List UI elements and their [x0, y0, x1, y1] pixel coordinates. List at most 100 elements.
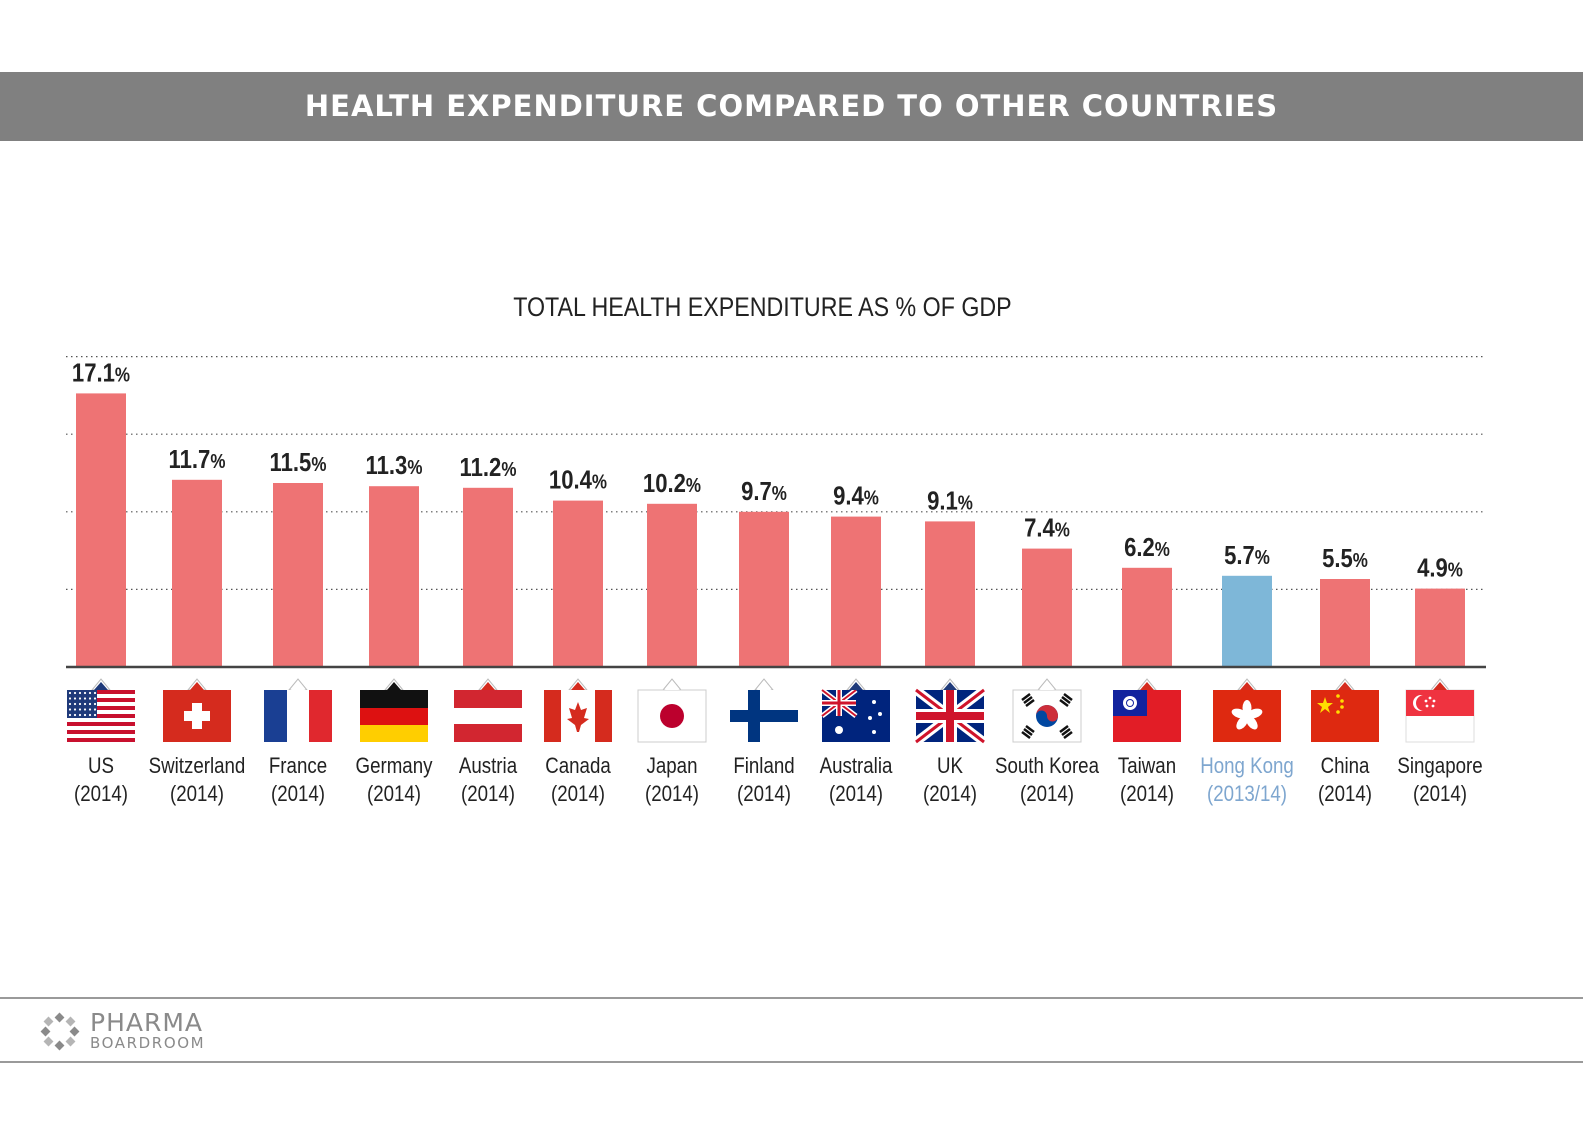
canada-flag-icon [543, 676, 613, 744]
logo-name: PHARMA [90, 1008, 204, 1037]
category-year: (2014) [460, 781, 516, 806]
category-label: US (2014) [46, 752, 157, 808]
category-year: (2014) [644, 781, 700, 806]
category-name: US [88, 753, 114, 778]
bar-uk [925, 521, 975, 667]
data-label: 11.5% [270, 448, 327, 477]
category-year: (2014) [922, 781, 978, 806]
japan-flag-icon [637, 676, 707, 744]
bar-hong-kong [1222, 575, 1272, 667]
uk-flag-icon [913, 676, 987, 746]
category-year: (2014) [366, 781, 422, 806]
data-label: 10.2% [643, 469, 701, 498]
category-year: (2014) [1412, 781, 1468, 806]
category-year: (2014) [550, 781, 606, 806]
category-label: Finland (2014) [709, 752, 820, 808]
category-label: Switzerland (2014) [142, 752, 253, 808]
footer-divider-top [0, 997, 1583, 999]
china-flag-icon [1310, 676, 1380, 744]
category-name: Taiwan [1117, 753, 1177, 778]
bar-south-korea [1022, 548, 1072, 667]
data-label: 9.4% [833, 482, 879, 511]
category-year: (2013/14) [1206, 781, 1288, 806]
switzerland-flag-icon [162, 676, 232, 744]
hong-kong-flag-icon [1212, 676, 1282, 744]
data-label: 17.1% [72, 359, 130, 388]
category-name: Hong Kong [1200, 753, 1294, 778]
data-label: 5.7% [1224, 541, 1270, 570]
bar-australia [831, 516, 881, 667]
france-flag-icon [263, 676, 333, 744]
category-label: South Korea (2014) [992, 752, 1103, 808]
logo-subtitle: BOARDROOM [90, 1034, 206, 1052]
category-year: (2014) [169, 781, 225, 806]
category-name: Australia [819, 753, 893, 778]
category-year: (2014) [270, 781, 326, 806]
south-korea-flag-icon [1012, 676, 1082, 744]
austria-flag-icon [453, 676, 523, 744]
bar-us [76, 393, 126, 667]
category-name: Finland [733, 753, 795, 778]
singapore-flag-icon [1405, 676, 1475, 744]
category-name: Canada [545, 753, 611, 778]
bar-singapore [1415, 588, 1465, 667]
data-label: 11.2% [460, 453, 517, 482]
bar-china [1320, 579, 1370, 667]
pharma-boardroom-logo: PHARMA BOARDROOM [40, 1008, 260, 1054]
header-band [0, 72, 1583, 141]
category-label: Germany (2014) [339, 752, 450, 808]
chart-title: TOTAL HEALTH EXPENDITURE AS % OF GDP [513, 292, 1012, 322]
germany-flag-icon [359, 676, 429, 744]
category-label: Singapore (2014) [1385, 752, 1496, 808]
us-flag-icon [66, 676, 136, 744]
category-label: UK (2014) [895, 752, 1006, 808]
data-label: 9.1% [927, 487, 973, 516]
data-label: 9.7% [741, 477, 787, 506]
category-name: Japan [646, 753, 698, 778]
category-year: (2014) [1019, 781, 1075, 806]
finland-flag-icon [729, 676, 799, 744]
category-label: Hong Kong (2013/14) [1192, 752, 1303, 808]
pharma-boardroom-logo-icon [40, 1012, 80, 1051]
category-label: France (2014) [243, 752, 354, 808]
data-label: 4.9% [1417, 554, 1463, 583]
category-label: China (2014) [1290, 752, 1401, 808]
australia-flag-icon [820, 676, 891, 744]
bar-austria [463, 487, 513, 667]
category-year: (2014) [828, 781, 884, 806]
data-label: 7.4% [1024, 514, 1070, 543]
category-name: Austria [458, 753, 518, 778]
category-year: (2014) [73, 781, 129, 806]
data-label: 6.2% [1124, 533, 1170, 562]
category-label: Canada (2014) [523, 752, 634, 808]
bar-france [273, 483, 323, 667]
category-name: Switzerland [148, 753, 246, 778]
category-label: Austria (2014) [433, 752, 544, 808]
taiwan-flag-icon [1112, 676, 1182, 744]
category-name: South Korea [995, 753, 1099, 778]
category-name: UK [937, 753, 963, 778]
data-label: 10.4% [549, 466, 607, 495]
data-label: 11.3% [366, 452, 423, 481]
footer-divider-bottom [0, 1061, 1583, 1063]
page-title: HEALTH EXPENDITURE COMPARED TO OTHER COU… [304, 89, 1279, 123]
bar-germany [369, 486, 419, 667]
category-year: (2014) [1317, 781, 1373, 806]
data-label: 5.5% [1322, 544, 1368, 573]
category-label: Australia (2014) [801, 752, 912, 808]
category-year: (2014) [1119, 781, 1175, 806]
category-name: China [1320, 753, 1370, 778]
category-label: Japan (2014) [617, 752, 728, 808]
bar-chart: 17.1% 11.7% 11.5% 11.3% 11.2% 10.4% 10.2% 9.7% 9… [66, 356, 1486, 669]
bar-finland [739, 511, 789, 667]
data-label: 11.7% [169, 445, 226, 474]
bar-taiwan [1122, 567, 1172, 667]
bar-japan [647, 503, 697, 667]
category-name: Singapore [1397, 753, 1483, 778]
category-year: (2014) [736, 781, 792, 806]
category-label: Taiwan (2014) [1092, 752, 1203, 808]
category-name: Germany [355, 753, 433, 778]
bar-canada [553, 500, 603, 667]
bar-switzerland [172, 479, 222, 667]
category-name: France [268, 753, 328, 778]
